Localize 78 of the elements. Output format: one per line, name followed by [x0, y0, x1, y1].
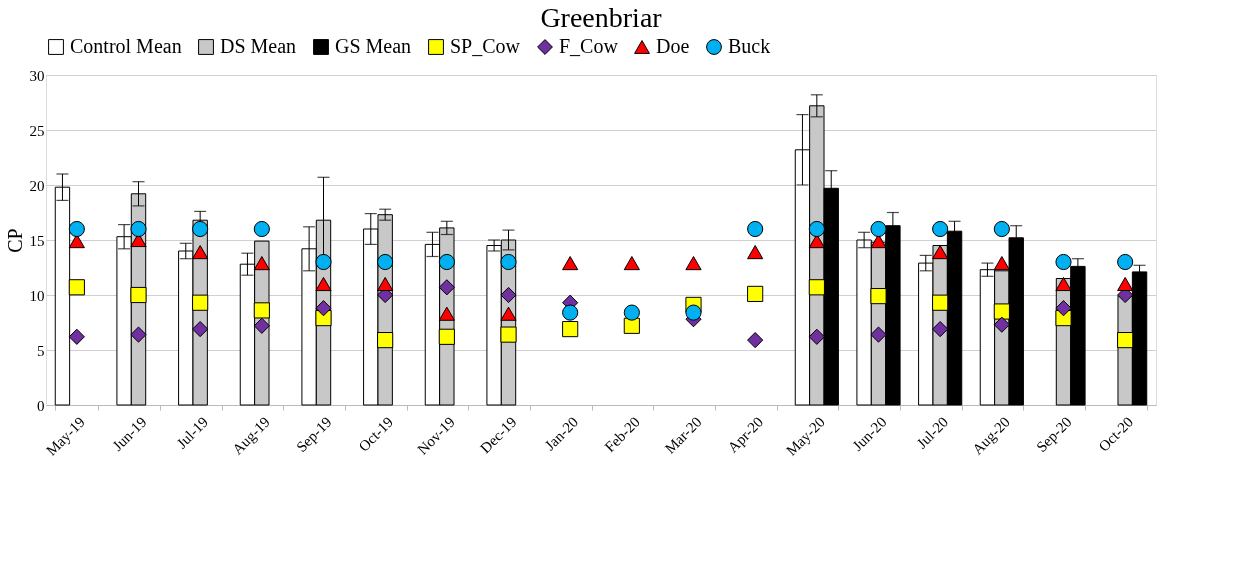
point [870, 220, 887, 238]
point [315, 300, 332, 317]
point [1117, 276, 1134, 292]
point [870, 234, 887, 249]
point [685, 256, 702, 271]
legend-label: F_Cow [559, 35, 619, 57]
point [500, 286, 517, 304]
point [562, 304, 579, 321]
point [500, 253, 517, 271]
y-tick-label: 25 [29, 122, 45, 139]
point [315, 253, 332, 271]
point [808, 279, 825, 296]
point [377, 332, 394, 349]
point [438, 328, 455, 345]
point [192, 321, 209, 338]
point [808, 328, 825, 345]
legend-label: Doe [656, 35, 690, 57]
point [130, 286, 147, 304]
point [438, 253, 455, 271]
point [377, 276, 394, 292]
point [685, 304, 702, 321]
y-tick-label: 5 [37, 342, 45, 359]
point [562, 321, 579, 338]
point [192, 294, 209, 311]
point [68, 220, 85, 238]
point [253, 220, 270, 238]
y-tick-label: 20 [29, 177, 45, 194]
point [377, 253, 394, 271]
point [993, 316, 1010, 333]
point [315, 276, 332, 292]
y-axis-title: CP [3, 228, 26, 253]
point [500, 326, 517, 343]
point [747, 245, 764, 260]
point [623, 304, 640, 321]
point [130, 326, 147, 343]
legend-label: DS Mean [220, 35, 297, 57]
legend-label: GS Mean [335, 35, 412, 57]
y-tick-label: 10 [29, 287, 45, 304]
point [808, 220, 825, 238]
point [932, 321, 949, 338]
point [253, 256, 270, 271]
point [747, 332, 764, 349]
point [438, 306, 455, 321]
point [993, 303, 1010, 320]
point [1117, 332, 1134, 349]
chart-title: Greenbriar [540, 2, 663, 33]
point [253, 302, 270, 319]
point [870, 288, 887, 305]
point [932, 245, 949, 260]
point [993, 256, 1010, 271]
point [562, 256, 579, 271]
point [1055, 253, 1072, 271]
point [68, 234, 85, 249]
point [192, 220, 209, 238]
point [130, 220, 147, 238]
point [1055, 300, 1072, 317]
point [747, 220, 764, 238]
point [1055, 276, 1072, 292]
point [808, 234, 825, 249]
point [192, 245, 209, 260]
y-tick-label: 15 [29, 232, 45, 249]
point [68, 328, 85, 345]
point [438, 279, 455, 296]
point [932, 294, 949, 311]
point [1117, 253, 1134, 271]
point [747, 285, 764, 302]
point [68, 279, 85, 296]
y-tick-label: 30 [29, 67, 45, 84]
point [253, 317, 270, 334]
y-tick-label: 0 [37, 397, 45, 414]
legend-label: Buck [728, 35, 771, 57]
point [993, 220, 1010, 238]
legend-label: SP_Cow [450, 35, 521, 57]
point [870, 326, 887, 343]
point [623, 256, 640, 271]
point [932, 220, 949, 238]
legend-label: Control Mean [70, 35, 182, 57]
point [500, 306, 517, 321]
